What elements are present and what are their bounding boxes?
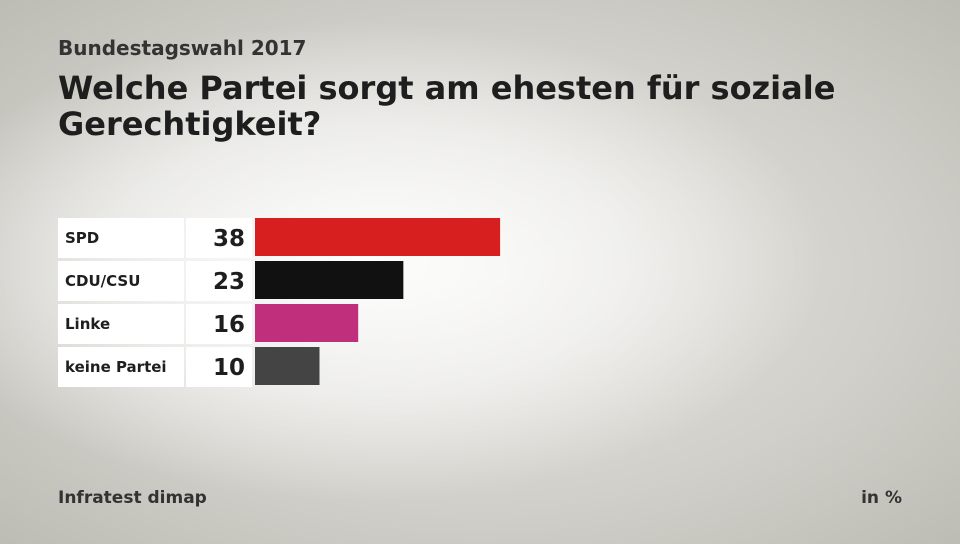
unit-label: in % [861, 488, 902, 508]
chart-title: Welche Partei sorgt am ehesten für sozia… [58, 69, 836, 143]
category-label-box-keine-partei [58, 347, 184, 387]
bar-linke [255, 304, 359, 342]
bar-chart-svg: SPD 38 CDU/CSU 23 Linke 16 keine Partei 10 [58, 218, 501, 387]
category-label-box-spd [58, 218, 184, 258]
category-label-linke: Linke [65, 315, 110, 333]
bar-keine-partei [255, 347, 320, 385]
bar-cdu-csu [255, 261, 404, 299]
bar-chart: SPD 38 CDU/CSU 23 Linke 16 keine Partei 10 [58, 218, 658, 390]
value-label-box-keine-partei [186, 347, 252, 387]
category-label-box-linke [58, 304, 184, 344]
value-label-box-linke [186, 304, 252, 344]
value-label-box-cdu-csu [186, 261, 252, 301]
category-label-keine-partei: keine Partei [65, 358, 167, 376]
value-label-keine-partei: 10 [213, 355, 245, 381]
bar-spd [255, 218, 501, 256]
category-label-spd: SPD [65, 229, 99, 247]
category-label-box-cdu-csu [58, 261, 184, 301]
chart-subtitle: Bundestagswahl 2017 [58, 36, 307, 60]
value-label-box-spd [186, 218, 252, 258]
value-label-spd: 38 [213, 226, 245, 252]
category-label-cdu-csu: CDU/CSU [65, 272, 140, 290]
value-label-cdu-csu: 23 [213, 269, 245, 295]
source-label: Infratest dimap [58, 488, 207, 508]
value-label-linke: 16 [213, 312, 245, 338]
